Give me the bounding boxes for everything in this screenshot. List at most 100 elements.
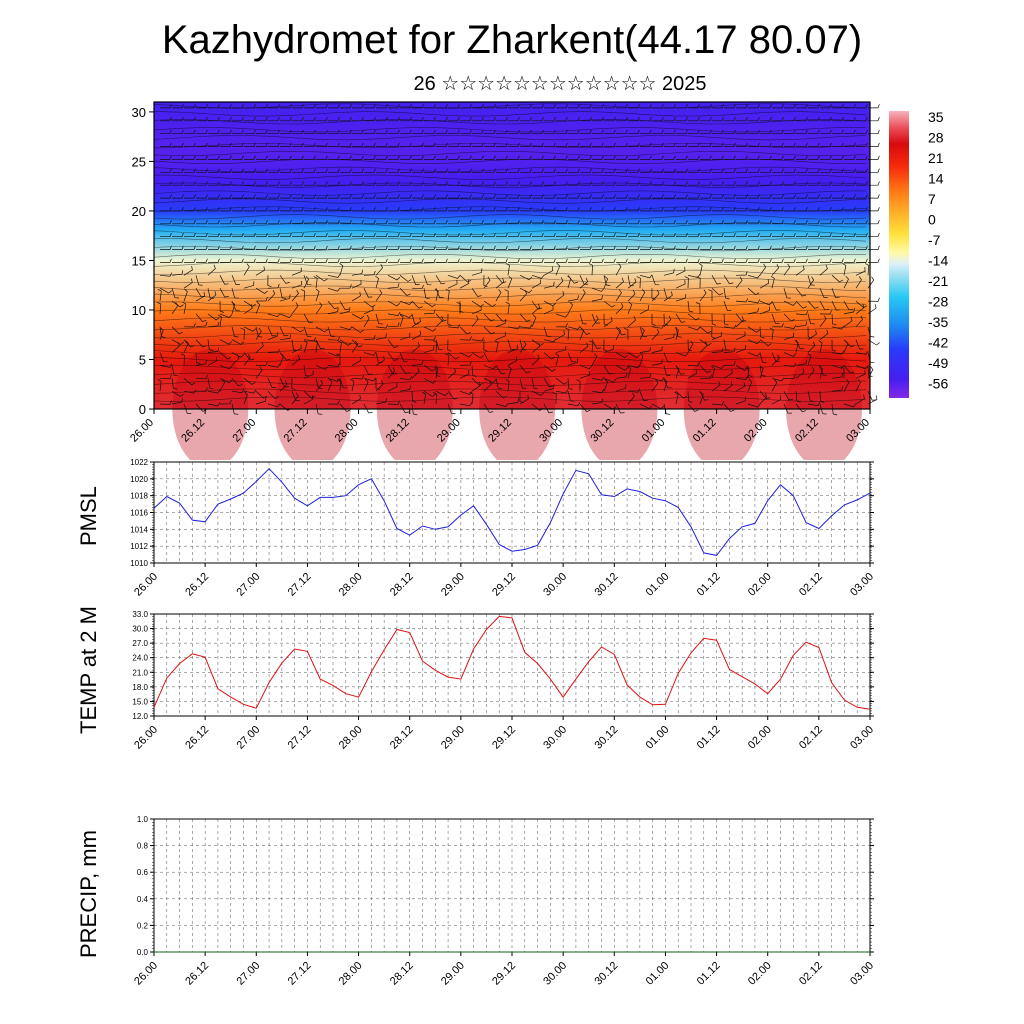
- wind-barb: [364, 245, 376, 250]
- wind-barb: [676, 232, 688, 238]
- wind-barb: [819, 264, 828, 276]
- wind-barb: [496, 129, 508, 135]
- wind-barb: [747, 326, 760, 333]
- wind-barb: [352, 155, 364, 160]
- wind-barb: [172, 155, 184, 160]
- wind-barb: [240, 327, 245, 340]
- wind-barb: [736, 194, 748, 199]
- wind-barb: [483, 365, 497, 370]
- wind-barb: [784, 219, 796, 225]
- wind-barb: [208, 116, 220, 122]
- wind-barb: [687, 391, 693, 403]
- wind-barb: [447, 352, 460, 360]
- wind-barb: [472, 245, 484, 250]
- wind-barb: [484, 155, 496, 160]
- wind-barb: [183, 288, 188, 302]
- wind-barb: [519, 391, 524, 404]
- wind-barb: [387, 365, 397, 375]
- x-tick-label: 01.00: [644, 960, 672, 988]
- wind-barb: [580, 258, 592, 263]
- wind-barb: [832, 258, 844, 263]
- wind-barb: [772, 129, 784, 135]
- wind-barb: [700, 129, 712, 135]
- wind-barb: [568, 129, 580, 135]
- isotherm: [153, 198, 867, 204]
- wind-barb: [412, 219, 424, 225]
- wind-barb: [771, 377, 785, 382]
- wind-barb: [400, 142, 412, 147]
- wind-barb: [748, 194, 760, 199]
- wind-barb: [592, 129, 604, 135]
- wind-barb: [184, 232, 196, 238]
- wind-barb: [651, 275, 660, 286]
- wind-barb: [543, 352, 556, 360]
- wind-barb: [819, 365, 828, 376]
- wind-barb: [544, 219, 556, 225]
- wind-barb: [291, 339, 298, 351]
- wind-barb: [867, 297, 880, 302]
- wind-barb: [279, 352, 291, 361]
- wind-barb: [182, 301, 187, 314]
- wind-barb: [244, 219, 256, 225]
- temp-axis-label: TEMP at 2 M: [76, 606, 101, 734]
- wind-barb: [700, 104, 712, 109]
- wind-barb: [676, 142, 688, 147]
- wind-barb: [651, 346, 663, 353]
- wind-barb: [184, 181, 196, 186]
- wind-barb: [435, 275, 446, 285]
- wind-barb: [159, 400, 172, 405]
- wind-barb: [759, 366, 764, 379]
- y-tick-label: 1020: [130, 475, 148, 484]
- wind-barb: [772, 219, 784, 225]
- wind-barb: [591, 287, 605, 292]
- wind-barb: [747, 307, 759, 315]
- wind-barb: [615, 302, 624, 315]
- wind-barb: [592, 155, 604, 160]
- wind-barb: [832, 219, 844, 225]
- wind-barb: [784, 155, 796, 160]
- wind-barb: [424, 258, 436, 263]
- wind-barb: [796, 258, 808, 263]
- wind-barb: [219, 365, 233, 370]
- wind-barb: [255, 287, 268, 294]
- wind-barb: [388, 258, 400, 263]
- y-tick-label: 20: [132, 204, 146, 219]
- wind-barb: [783, 363, 797, 368]
- wind-barb: [616, 207, 628, 212]
- wind-barb: [304, 219, 316, 225]
- wind-barb: [712, 142, 724, 147]
- wind-barb: [292, 129, 304, 135]
- x-tick-label: 26.00: [132, 960, 160, 988]
- wind-barb: [280, 245, 292, 250]
- wind-barb: [664, 245, 676, 250]
- wind-barb: [760, 245, 772, 250]
- wind-barb: [459, 301, 464, 313]
- wind-barb: [735, 375, 749, 380]
- wind-barb: [844, 155, 856, 160]
- wind-barb: [220, 245, 232, 250]
- wind-barb: [580, 168, 592, 173]
- wind-barb: [448, 245, 460, 250]
- y-tick-label: 1.0: [137, 815, 149, 824]
- wind-barb: [688, 258, 700, 263]
- wind-barb: [795, 265, 805, 276]
- wind-barb: [604, 116, 616, 122]
- wind-barb: [351, 394, 361, 405]
- wind-barb: [267, 289, 276, 302]
- wind-barb: [364, 258, 376, 263]
- wind-barb: [483, 276, 491, 289]
- wind-barb: [832, 207, 844, 212]
- wind-barb: [555, 389, 569, 394]
- wind-barb: [400, 129, 412, 135]
- wind-barb: [207, 288, 214, 300]
- wind-barb: [736, 116, 748, 122]
- wind-barb: [436, 104, 448, 109]
- wind-barb: [399, 332, 411, 341]
- wind-barb: [460, 219, 472, 225]
- wind-barb: [844, 104, 856, 109]
- wind-barb: [832, 142, 844, 147]
- wind-barb: [820, 194, 832, 199]
- wind-barb: [484, 129, 496, 135]
- wind-barb: [448, 232, 460, 238]
- wind-barb: [723, 347, 736, 353]
